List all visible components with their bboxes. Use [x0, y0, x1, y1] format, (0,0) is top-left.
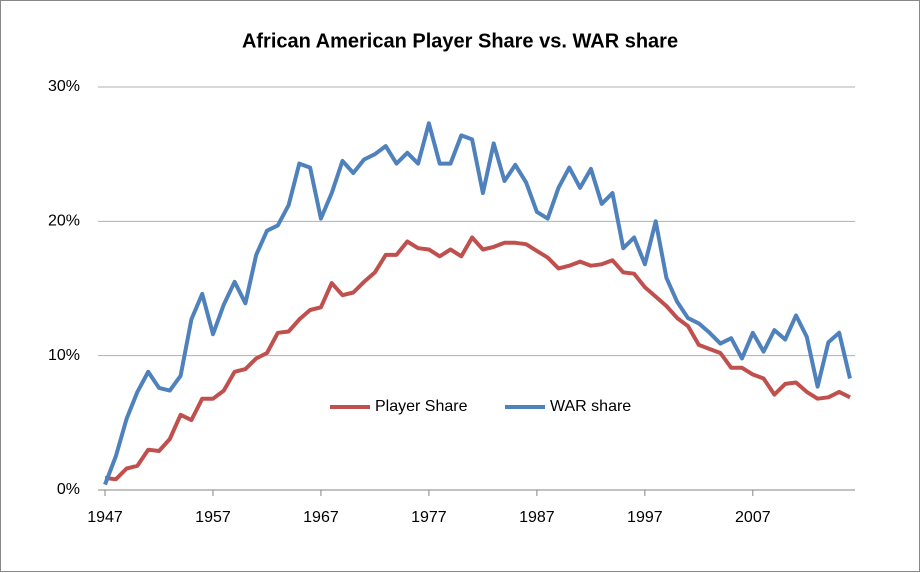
x-tick-label: 1977 [411, 509, 447, 526]
line-series [103, 121, 852, 486]
line-series [104, 235, 851, 482]
y-tick-label: 20% [48, 213, 80, 230]
x-tick-label: 2007 [735, 509, 771, 526]
y-tick-label: 30% [48, 78, 80, 95]
y-tick-label: 0% [57, 481, 80, 498]
legend-label: WAR share [550, 398, 631, 415]
x-tick-label: 1967 [303, 509, 339, 526]
x-tick-label: 1997 [627, 509, 663, 526]
chart-title: African American Player Share vs. WAR sh… [242, 30, 678, 52]
x-tick-label: 1947 [87, 509, 123, 526]
legend-label: Player Share [375, 398, 468, 415]
x-tick-label: 1957 [195, 509, 231, 526]
x-tick-label: 1987 [519, 509, 555, 526]
y-tick-label: 10% [48, 347, 80, 364]
